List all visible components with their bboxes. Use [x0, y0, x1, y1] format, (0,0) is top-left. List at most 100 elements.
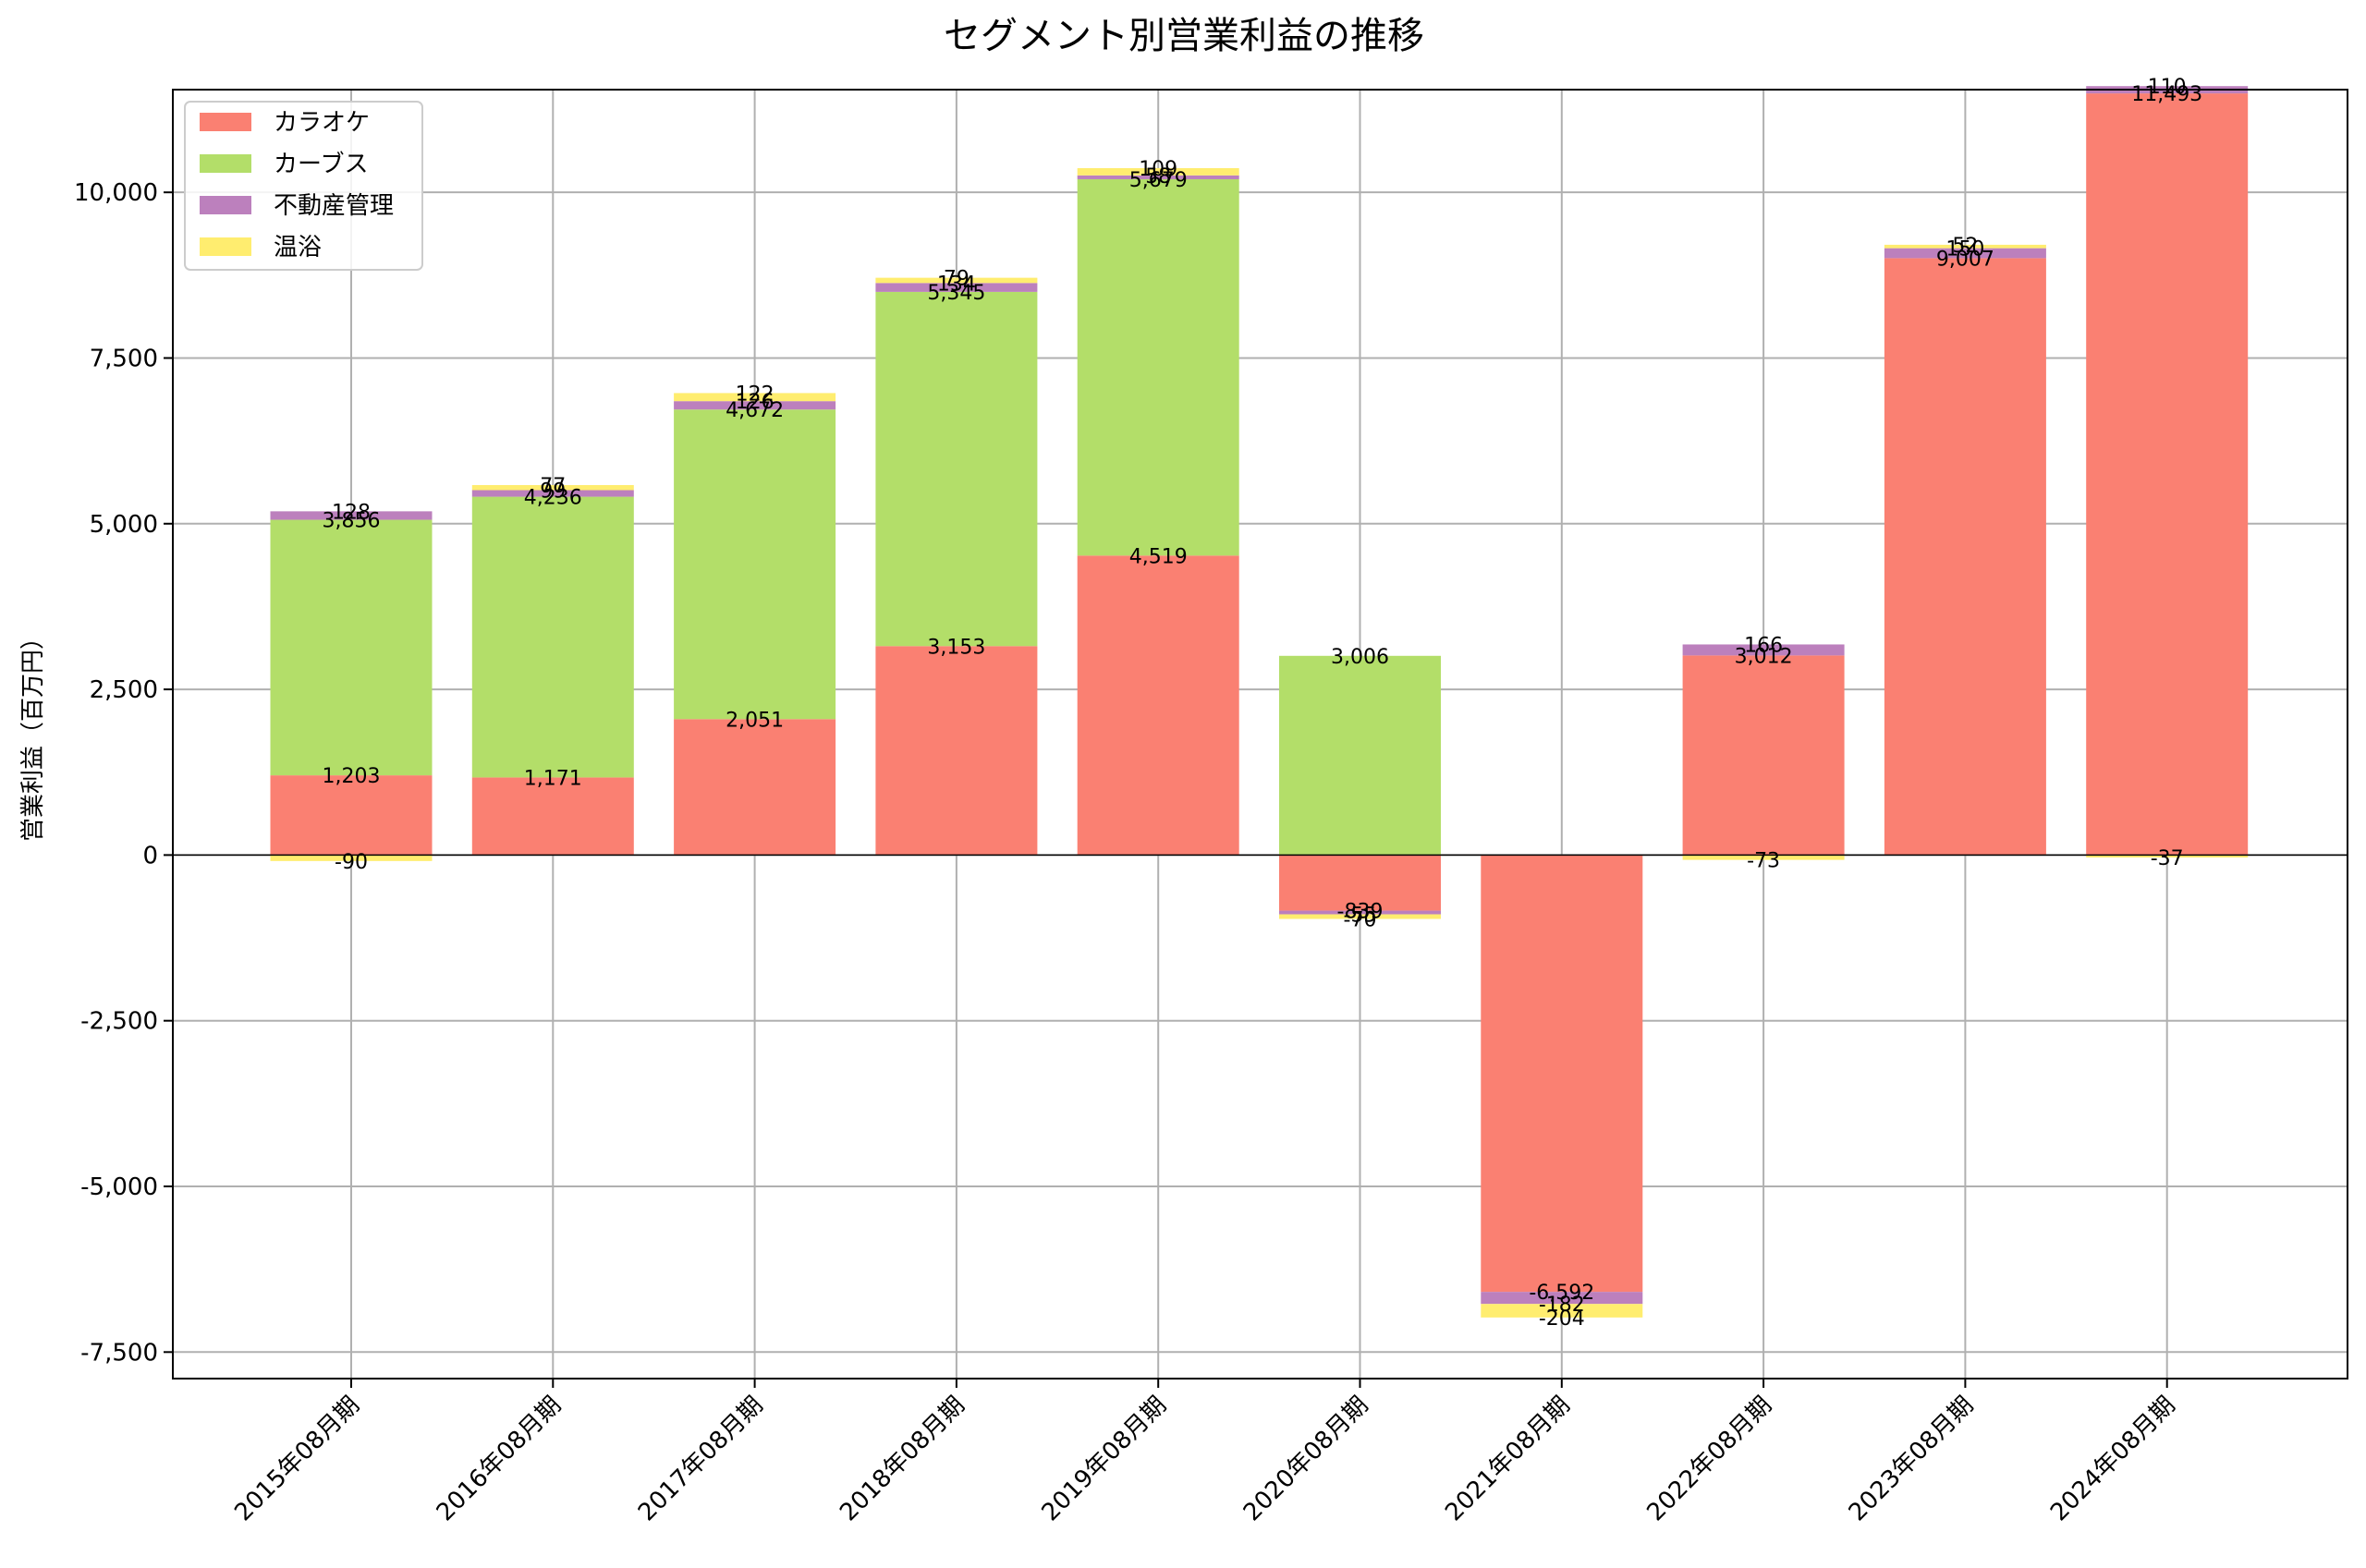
- data-label: 110: [2148, 76, 2187, 99]
- data-label: 3,856: [323, 510, 381, 533]
- x-tick-label: 2021年08月期: [1440, 1392, 1576, 1527]
- data-label: 5,345: [927, 282, 985, 305]
- data-label: -204: [1539, 1307, 1585, 1331]
- legend-label: 温浴: [274, 234, 322, 261]
- x-tick-label: 2018年08月期: [835, 1392, 970, 1527]
- bar-segment: [1077, 555, 1239, 856]
- bar-segment: [1682, 855, 1845, 860]
- bar-segment: [1682, 655, 1845, 856]
- legend-swatch: [200, 237, 251, 256]
- bar-segment: [1077, 175, 1239, 179]
- data-label: 166: [1744, 634, 1783, 657]
- bar-segment: [674, 719, 836, 856]
- x-tick-label: 2020年08月期: [1238, 1392, 1374, 1527]
- chart-title: セグメント別営業利益の推移: [944, 15, 1424, 57]
- bar-segment: [270, 519, 433, 776]
- data-label: 128: [332, 501, 371, 524]
- y-tick-label: -7,500: [80, 1339, 158, 1367]
- bar-segment: [1884, 258, 2046, 856]
- bar-segment: [1682, 644, 1845, 656]
- bar-segment: [270, 511, 433, 520]
- data-label: 5,679: [1129, 169, 1188, 192]
- bar-labels: 1,203 1,171 2,051 3,153 4,519 -839 -6,592 3,012…: [323, 76, 2203, 1331]
- data-label: 3,153: [927, 636, 985, 659]
- legend-label: 不動産管理: [274, 192, 394, 220]
- data-label: 126: [736, 391, 774, 414]
- data-label: 4,236: [524, 487, 582, 510]
- bar-segment: [1077, 178, 1239, 556]
- y-ticks: -7,500 -5,000 -2,500 0 2,500 5,000 7,500 10,000: [74, 179, 173, 1367]
- data-label: 99: [540, 480, 566, 503]
- y-tick-label: 5,000: [90, 511, 158, 539]
- data-label: -6,592: [1529, 1282, 1594, 1305]
- x-ticks: 2015年08月期 2016年08月期 2017年08月期 2018年08月期 2019…: [229, 1379, 2181, 1527]
- bar-segment: [1077, 167, 1239, 176]
- legend-swatch: [200, 196, 251, 214]
- plot-frame: [172, 89, 2348, 1380]
- x-tick-label: 2017年08月期: [633, 1392, 769, 1527]
- bar-segment: [875, 646, 1038, 856]
- data-label: 58: [1145, 165, 1171, 188]
- bar-segment: [471, 490, 634, 497]
- y-tick-label: 2,500: [90, 676, 158, 704]
- bar-segment: [875, 291, 1038, 647]
- x-tick-label: 2016年08月期: [432, 1392, 567, 1527]
- data-label: 109: [1139, 158, 1177, 181]
- data-label: 4,519: [1129, 545, 1188, 568]
- y-tick-label: -5,000: [80, 1173, 158, 1201]
- bar-segment: [1481, 855, 1643, 1293]
- bar-segment: [2086, 93, 2249, 856]
- bar-segment: [674, 409, 836, 720]
- bar-segment: [875, 277, 1038, 284]
- bar-segment: [471, 484, 634, 491]
- y-tick-label: -2,500: [80, 1008, 158, 1036]
- bar-segment: [875, 283, 1038, 292]
- bar-segment: [2086, 855, 2249, 858]
- legend-swatch: [200, 113, 251, 131]
- data-label: -839: [1337, 901, 1384, 924]
- bar-segment: [1279, 655, 1441, 856]
- bar-segment: [1279, 855, 1441, 911]
- bar-segment: [674, 401, 836, 410]
- data-label: 11,493: [2131, 83, 2202, 106]
- x-tick-label: 2015年08月期: [229, 1392, 365, 1527]
- data-label: -37: [2151, 847, 2184, 870]
- legend-label: カーブス: [274, 151, 368, 178]
- bar-segment: [1279, 910, 1441, 915]
- y-tick-label: 0: [142, 842, 158, 869]
- x-tick-label: 2019年08月期: [1037, 1392, 1173, 1527]
- bar-segment: [1279, 914, 1441, 919]
- data-label: -70: [1344, 909, 1377, 932]
- bar-segment: [1481, 1304, 1643, 1318]
- data-label: 79: [944, 268, 970, 291]
- data-label: -90: [335, 851, 368, 874]
- bars: [270, 86, 2249, 1318]
- data-label: -182: [1539, 1294, 1585, 1317]
- legend-swatch: [200, 154, 251, 173]
- x-tick-label: 2023年08月期: [1844, 1392, 1980, 1527]
- bar-segment: [674, 393, 836, 402]
- data-label: -55: [1344, 905, 1377, 928]
- bar-segment: [471, 777, 634, 856]
- data-label: 1,171: [524, 767, 582, 790]
- data-label: 122: [736, 383, 774, 406]
- data-label: 4,672: [726, 399, 784, 422]
- data-label: 150: [1945, 238, 1984, 261]
- data-label: 134: [937, 273, 976, 296]
- legend-label: カラオケ: [274, 109, 370, 137]
- legend-box: [184, 101, 423, 271]
- bar-segment: [270, 855, 433, 861]
- data-label: 2,051: [726, 709, 784, 732]
- data-label: -73: [1747, 850, 1780, 873]
- data-label: 9,007: [1936, 248, 1994, 271]
- x-tick-label: 2024年08月期: [2045, 1392, 2181, 1527]
- data-label: 77: [540, 475, 566, 498]
- x-tick-label: 2022年08月期: [1641, 1392, 1777, 1527]
- bar-segment: [270, 775, 433, 856]
- bar-segment: [1481, 1292, 1643, 1305]
- bar-segment: [1884, 248, 2046, 259]
- data-label: 1,203: [323, 765, 381, 788]
- bar-segment: [1884, 244, 2046, 249]
